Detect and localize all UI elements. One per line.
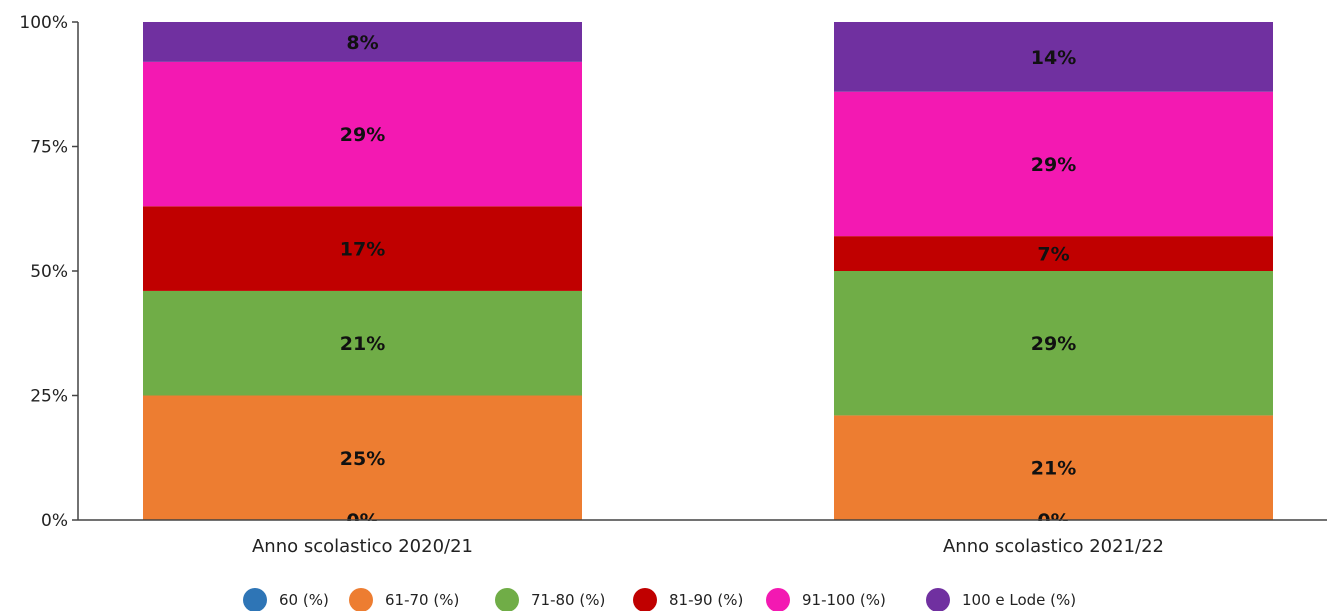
legend-marker[interactable] xyxy=(926,588,950,611)
y-tick-label: 0% xyxy=(41,511,68,531)
y-tick-label: 50% xyxy=(30,262,68,282)
data-labels: 0%25%21%17%29%8%0%21%29%7%29%14% xyxy=(340,32,1076,532)
data-label: 17% xyxy=(340,239,385,261)
y-tick-label: 75% xyxy=(30,138,68,158)
legend-label[interactable]: 60 (%) xyxy=(279,591,329,609)
bar-segment[interactable] xyxy=(834,236,1273,271)
data-label: 29% xyxy=(340,124,385,146)
legend: 60 (%) 61-70 (%) 71-80 (%) 81-90 (%) 91-100 … xyxy=(243,588,1076,611)
bar-segment[interactable] xyxy=(834,22,1273,92)
data-label: 21% xyxy=(1031,458,1076,480)
legend-marker[interactable] xyxy=(495,588,519,611)
legend-label[interactable]: 100 e Lode (%) xyxy=(962,591,1076,609)
y-tick-label: 100% xyxy=(19,13,68,33)
legend-label[interactable]: 61-70 (%) xyxy=(385,591,459,609)
bar-segment[interactable] xyxy=(143,206,582,291)
y-tick-label: 25% xyxy=(30,387,68,407)
bar-segment[interactable] xyxy=(834,271,1273,416)
legend-marker[interactable] xyxy=(766,588,790,611)
y-axis: 0% 25% 50% 75% 100% xyxy=(19,13,79,531)
bar-segment[interactable] xyxy=(143,395,582,521)
x-category-label: Anno scolastico 2021/22 xyxy=(943,536,1164,557)
data-label: 7% xyxy=(1037,244,1069,266)
x-category-label: Anno scolastico 2020/21 xyxy=(252,536,473,557)
bar-segment[interactable] xyxy=(143,22,582,62)
bar-segment[interactable] xyxy=(834,91,1273,237)
data-label: 14% xyxy=(1031,47,1076,69)
legend-marker[interactable] xyxy=(243,588,267,611)
bar-segment[interactable] xyxy=(143,290,582,396)
bar-segment[interactable] xyxy=(834,415,1273,520)
legend-marker[interactable] xyxy=(633,588,657,611)
data-label: 29% xyxy=(1031,154,1076,176)
legend-marker[interactable] xyxy=(349,588,373,611)
baseline-mask xyxy=(80,521,1327,533)
data-label: 8% xyxy=(346,32,378,54)
legend-label[interactable]: 81-90 (%) xyxy=(669,591,743,609)
data-label: 25% xyxy=(340,448,385,470)
legend-label[interactable]: 71-80 (%) xyxy=(531,591,605,609)
data-label: 29% xyxy=(1031,333,1076,355)
data-label: 21% xyxy=(340,333,385,355)
legend-label[interactable]: 91-100 (%) xyxy=(802,591,886,609)
x-axis: Anno scolastico 2020/21 Anno scolastico 2… xyxy=(78,519,1327,557)
bar-stacks xyxy=(143,22,1273,520)
bar-segment[interactable] xyxy=(143,61,582,207)
